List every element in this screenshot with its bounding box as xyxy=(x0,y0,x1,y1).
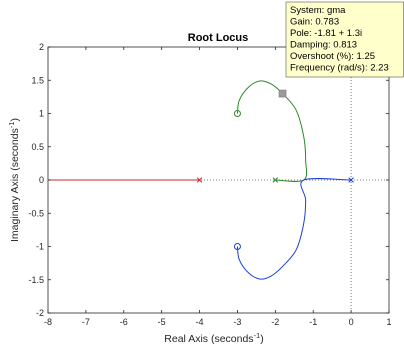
y-tick-label: -0.5 xyxy=(28,208,44,218)
y-tick-label: 1.5 xyxy=(31,75,44,85)
pole-marker xyxy=(196,177,203,183)
zero-marker xyxy=(233,243,241,250)
y-tick-label: 1 xyxy=(39,109,44,119)
x-tick-label: 0 xyxy=(349,317,354,327)
y-tick-label: -1 xyxy=(36,242,44,252)
datatip-anchor-marker[interactable] xyxy=(278,89,287,98)
x-tick-label: -5 xyxy=(158,317,166,327)
x-tick-label: 1 xyxy=(386,317,391,327)
datatip-line: Damping: 0.813 xyxy=(290,40,357,51)
x-tick-label: -2 xyxy=(271,317,279,327)
datatip-line: Overshoot (%): 1.25 xyxy=(290,51,375,62)
y-axis-label: Imaginary Axis (seconds-1) xyxy=(7,118,21,242)
x-tick-label: -8 xyxy=(44,317,52,327)
y-tick-label: -2 xyxy=(36,308,44,318)
datatip-box[interactable] xyxy=(285,1,404,78)
x-axis-label: Real Axis (seconds-1) xyxy=(164,331,263,345)
x-tick-label: -4 xyxy=(196,317,204,327)
x-tick-label: -1 xyxy=(309,317,317,327)
pole-marker xyxy=(272,177,279,183)
x-tick-label: -6 xyxy=(120,317,128,327)
y-tick-label: 0 xyxy=(39,175,44,185)
datatip-line: Frequency (rad/s): 2.23 xyxy=(290,63,389,74)
y-tick-label: 0.5 xyxy=(31,142,44,152)
datatip-line: Pole: -1.81 + 1.3i xyxy=(290,28,362,39)
y-tick-label: 2 xyxy=(39,42,44,52)
zero-marker xyxy=(233,110,241,117)
y-tick-label: -1.5 xyxy=(28,275,44,285)
chart-title: Root Locus xyxy=(188,32,249,44)
datatip-line: Gain: 0.783 xyxy=(290,17,339,28)
locus-branch-3[interactable] xyxy=(236,178,352,280)
pole-zero-markers xyxy=(196,110,354,250)
pole-marker xyxy=(348,177,354,183)
x-tick-label: -7 xyxy=(82,317,90,327)
datatip-line: System: gma xyxy=(290,5,346,16)
x-tick-label: -3 xyxy=(233,317,241,327)
